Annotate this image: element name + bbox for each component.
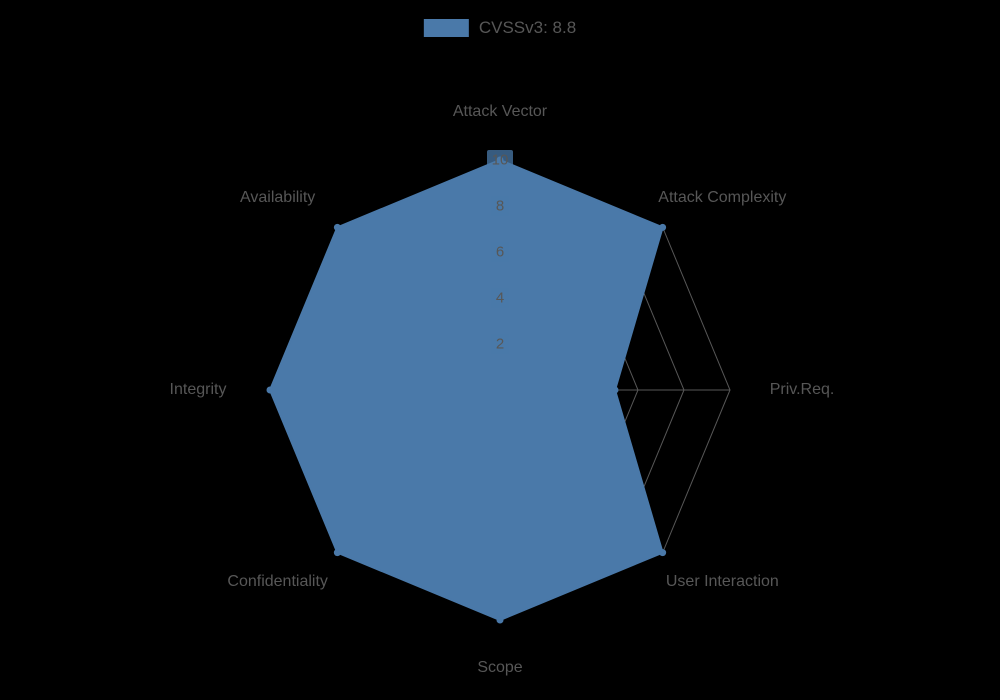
axis-label: Integrity bbox=[170, 381, 227, 399]
tick-label: 6 bbox=[496, 244, 504, 261]
tick-label: 10 bbox=[492, 152, 509, 169]
axis-label: Attack Complexity bbox=[658, 189, 786, 207]
tick-label: 8 bbox=[496, 198, 504, 215]
tick-label: 4 bbox=[496, 290, 504, 307]
tick-label: 2 bbox=[496, 336, 504, 353]
axis-label: Confidentiality bbox=[227, 573, 328, 591]
axis-label: Availability bbox=[240, 189, 315, 207]
axis-label: Scope bbox=[477, 659, 522, 677]
axis-label: User Interaction bbox=[666, 573, 779, 591]
axis-label: Priv.Req. bbox=[770, 381, 835, 399]
axis-label: Attack Vector bbox=[453, 103, 547, 121]
radar-chart-container: CVSSv3: 8.8 Attack VectorAttack Complexi… bbox=[0, 0, 1000, 700]
